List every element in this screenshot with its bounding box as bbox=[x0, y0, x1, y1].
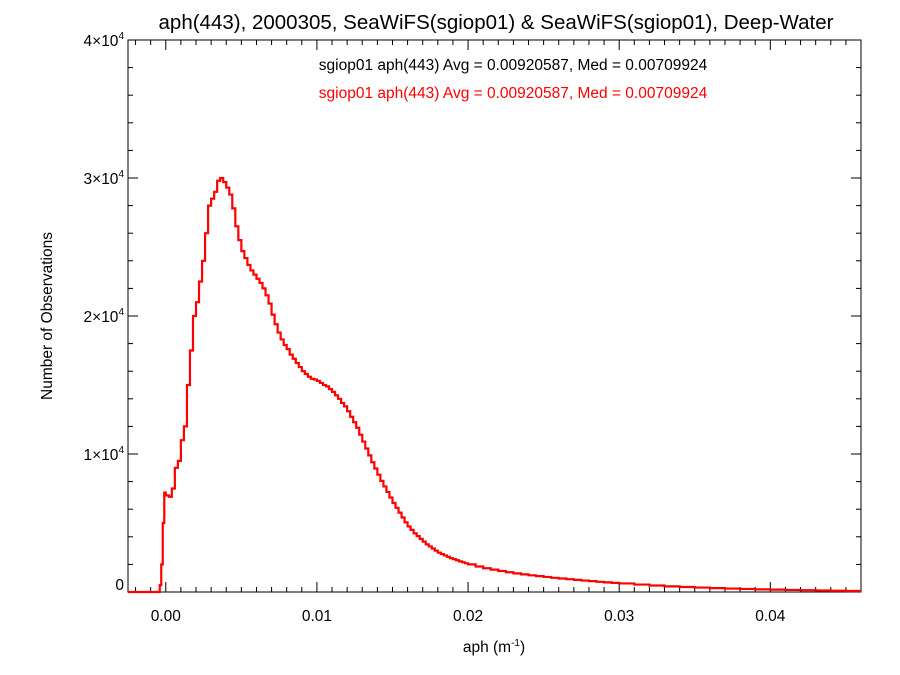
y-tick-mantissa: 3×10 bbox=[84, 171, 119, 188]
x-tick-label: 0.01 bbox=[302, 608, 332, 625]
y-tick-mantissa: 4×10 bbox=[84, 33, 119, 50]
x-tick-label: 0.04 bbox=[755, 608, 786, 625]
y-tick-label: 1×104 bbox=[84, 445, 125, 464]
x-axis-unit-exp: -1 bbox=[511, 638, 520, 649]
x-axis-unit: m bbox=[498, 639, 511, 656]
y-tick-exponent: 4 bbox=[118, 445, 124, 456]
y-tick-exponent: 4 bbox=[118, 307, 124, 318]
y-tick-mantissa: 2×10 bbox=[84, 309, 119, 326]
x-tick-labels: 0.00 0.01 0.02 0.03 0.04 bbox=[151, 608, 786, 625]
x-tick-label: 0.00 bbox=[151, 608, 182, 625]
y-tick-label: 2×104 bbox=[84, 307, 125, 326]
chart-title: aph(443), 2000305, SeaWiFS(sgiop01) & Se… bbox=[159, 11, 834, 34]
y-tick-exponent: 4 bbox=[118, 169, 124, 180]
histogram-series-line bbox=[128, 176, 861, 594]
y-tick-label: 4×104 bbox=[84, 31, 125, 50]
x-axis-label: aph (m-1) bbox=[463, 638, 525, 656]
x-tick-label: 0.02 bbox=[453, 608, 483, 625]
y-tick-mantissa: 0 bbox=[115, 577, 124, 594]
series-layer bbox=[128, 176, 861, 594]
axis-ticks bbox=[128, 39, 862, 593]
annotation-black: sgiop01 aph(443) Avg = 0.00920587, Med =… bbox=[319, 57, 708, 74]
plot-frame bbox=[127, 39, 862, 593]
y-axis-label: Number of Observations bbox=[39, 232, 56, 400]
y-tick-label: 3×104 bbox=[84, 169, 125, 188]
y-tick-mantissa: 1×10 bbox=[84, 447, 119, 464]
x-axis-label-text: aph bbox=[463, 639, 489, 656]
x-tick-label: 0.03 bbox=[604, 608, 634, 625]
y-tick-exponent: 4 bbox=[118, 31, 124, 42]
y-tick-label: 0 bbox=[115, 577, 124, 594]
annotation-red: sgiop01 aph(443) Avg = 0.00920587, Med =… bbox=[319, 85, 708, 102]
